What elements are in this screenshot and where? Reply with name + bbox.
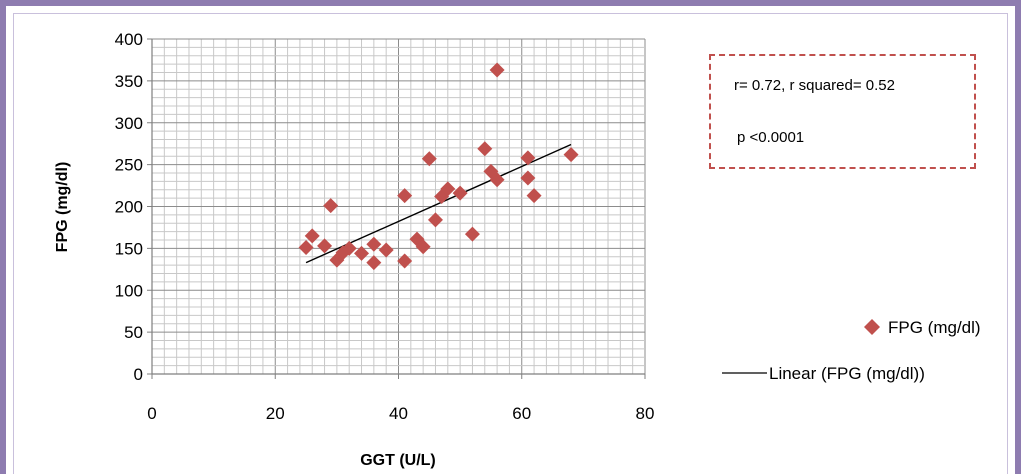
legend-marker-diamond xyxy=(864,319,880,335)
data-points xyxy=(298,62,579,271)
data-point xyxy=(477,141,493,157)
legend: FPG (mg/dl) Linear (FPG (mg/dl)) xyxy=(722,318,981,383)
x-tick-label: 40 xyxy=(389,404,408,423)
x-tick-label: 60 xyxy=(512,404,531,423)
data-point xyxy=(397,188,413,204)
x-tick-label: 0 xyxy=(147,404,156,423)
correlation-text: r= 0.72, r squared= 0.52 xyxy=(734,77,895,94)
data-point xyxy=(563,147,579,163)
legend-label-linear: Linear (FPG (mg/dl)) xyxy=(769,364,925,383)
data-point xyxy=(378,242,394,258)
data-point xyxy=(298,240,314,256)
x-tick-label: 80 xyxy=(636,404,655,423)
y-tick-label: 400 xyxy=(115,30,143,49)
y-tick-label: 300 xyxy=(115,114,143,133)
legend-label-fpg: FPG (mg/dl) xyxy=(888,318,981,337)
data-point xyxy=(341,240,357,256)
stats-annotation-box: r= 0.72, r squared= 0.52 p <0.0001 xyxy=(709,54,976,169)
axes xyxy=(147,38,646,379)
y-tick-labels: 0 50 100 150 200 250 300 350 400 xyxy=(115,30,143,384)
y-tick-label: 350 xyxy=(115,72,143,91)
p-value-text: p <0.0001 xyxy=(737,129,805,146)
data-point xyxy=(520,150,536,166)
data-point xyxy=(421,151,437,167)
y-tick-label: 250 xyxy=(115,156,143,175)
data-point xyxy=(415,239,431,255)
y-axis-title: FPG (mg/dl) xyxy=(54,162,71,253)
y-tick-label: 50 xyxy=(124,323,143,342)
data-point xyxy=(354,245,370,261)
data-point xyxy=(366,236,382,252)
y-tick-label: 100 xyxy=(115,281,143,300)
data-point xyxy=(323,198,339,214)
data-point xyxy=(489,62,505,78)
data-point xyxy=(440,181,456,197)
data-point xyxy=(304,228,320,244)
y-tick-label: 0 xyxy=(134,365,143,384)
data-point xyxy=(397,253,413,269)
data-point xyxy=(464,226,480,242)
x-tick-labels: 0 20 40 60 80 xyxy=(147,404,654,423)
chart-area-border xyxy=(13,13,1008,474)
x-tick-label: 20 xyxy=(266,404,285,423)
y-tick-label: 200 xyxy=(115,198,143,217)
data-point xyxy=(366,255,382,271)
data-point xyxy=(452,185,468,201)
data-point xyxy=(317,238,333,254)
data-point xyxy=(520,170,536,186)
gridlines xyxy=(151,38,646,375)
x-axis-title: GGT (U/L) xyxy=(360,452,436,469)
data-point xyxy=(526,188,542,204)
y-tick-label: 150 xyxy=(115,239,143,258)
data-point xyxy=(489,172,505,188)
data-point xyxy=(427,212,443,228)
